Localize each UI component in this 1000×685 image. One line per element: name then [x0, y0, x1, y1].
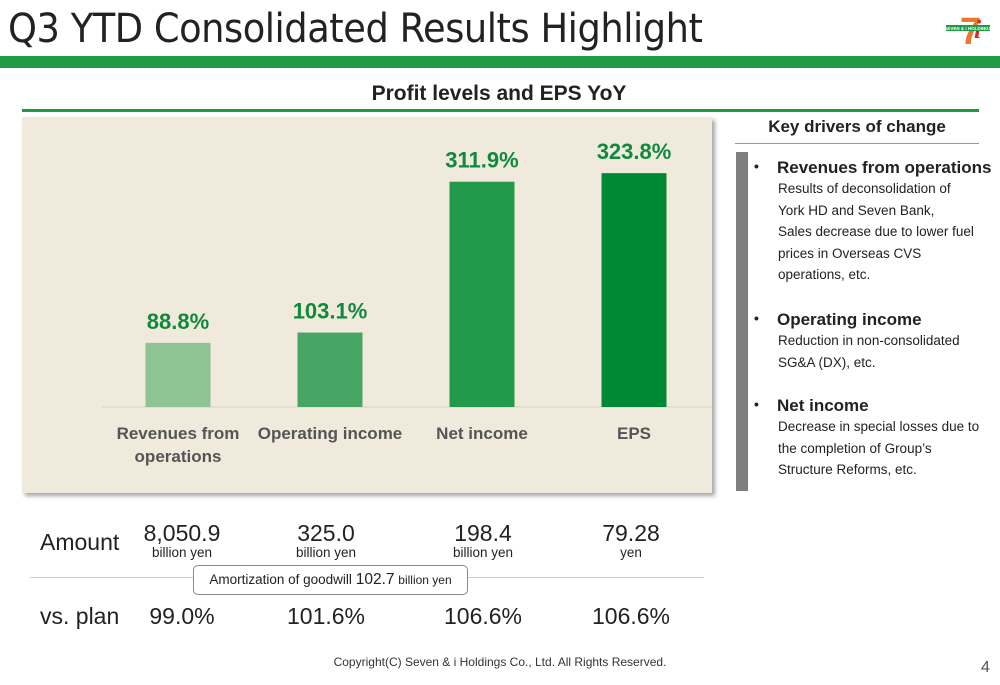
goodwill-note: Amortization of goodwill 102.7 billion y…	[193, 565, 468, 595]
bullet-icon: •	[754, 396, 759, 412]
drivers-side-bar	[736, 152, 748, 491]
data-label-4: 323.8%	[597, 139, 672, 164]
driver-net-income: • Net income Decrease in special losses …	[754, 396, 994, 481]
copyright: Copyright(C) Seven & i Holdings Co., Ltd…	[333, 655, 667, 669]
bar-2	[297, 332, 363, 407]
bar-1	[145, 342, 211, 407]
driver-operating-income: • Operating income Reduction in non-cons…	[754, 310, 994, 373]
bullet-icon: •	[754, 158, 759, 174]
amount-revenues: 8,050.9 billion yen	[143, 520, 221, 560]
plan-revenues: 99.0%	[149, 603, 215, 629]
logo-band	[946, 25, 990, 31]
plan-operating-income: 101.6%	[286, 603, 365, 629]
amount-eps: 79.28 yen	[602, 520, 660, 560]
plan-net-income: 106.6%	[443, 603, 522, 629]
data-label-3: 311.9%	[445, 148, 518, 173]
category-label-1: Revenues from	[117, 424, 240, 443]
driver-heading: • Operating income	[754, 310, 922, 329]
chart-title: Profit levels and EPS YoY	[371, 82, 627, 105]
header-accent-bar	[0, 56, 1000, 68]
category-label-2: Operating income	[258, 424, 403, 443]
category-label-4: EPS	[617, 424, 651, 443]
bullet-icon: •	[754, 310, 759, 326]
page-number: 4	[981, 659, 990, 676]
drivers-title: Key drivers of change	[768, 117, 946, 136]
bar-chart: 88.8% Revenues from operations 103.1% Operat…	[102, 139, 712, 466]
driver-heading: • Net income	[754, 396, 869, 415]
logo-numeral: 7	[960, 11, 981, 52]
driver-desc: Reduction in non-consolidated SG&A (DX),…	[778, 333, 960, 370]
logo-text: SEVEN & i HOLDINGS	[944, 26, 991, 31]
amount-operating-income: 325.0 billion yen	[295, 520, 357, 560]
amount-net-income: 198.4 billion yen	[452, 520, 514, 560]
driver-revenues: • Revenues from operations Results of de…	[754, 158, 994, 286]
category-label-3: Net income	[436, 424, 528, 443]
plan-eps: 106.6%	[591, 603, 670, 629]
page-title: Q3 YTD Consolidated Results Highlight	[8, 6, 703, 52]
chart-panel: 88.8% Revenues from operations 103.1% Operat…	[22, 117, 712, 493]
driver-desc: Decrease in special losses due to the co…	[778, 419, 980, 477]
category-label-1: operations	[135, 447, 222, 466]
drivers-title-rule	[735, 143, 979, 144]
data-label-1: 88.8%	[147, 309, 209, 334]
bar-4	[601, 173, 667, 407]
data-label-2: 103.1%	[293, 299, 368, 324]
plan-row-label: vs. plan	[40, 603, 120, 629]
bar-3	[449, 181, 515, 407]
seven-i-logo: 7 i SEVEN & i HOLDINGS	[944, 11, 991, 52]
chart-title-rule	[22, 109, 979, 112]
amount-row-label: Amount	[40, 529, 120, 555]
driver-desc: Results of deconsolidation of York HD an…	[778, 181, 974, 282]
driver-heading: • Revenues from operations	[754, 158, 992, 177]
